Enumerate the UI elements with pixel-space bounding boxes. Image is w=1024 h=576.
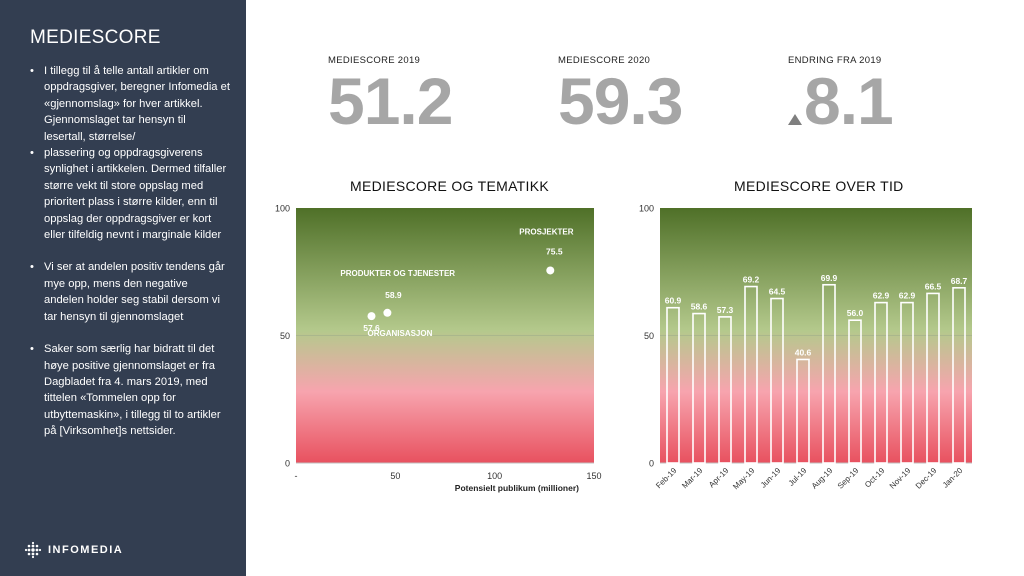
y-tick-label: 50 [280,331,290,341]
y-tick-label: 0 [649,459,654,469]
kpi-value-row: 8.1 [788,64,894,138]
kpi-endring: ENDRING FRA 2019 8.1 [788,55,894,138]
kpi-value: 51.2 [328,64,453,138]
scatter-chart: 0 50 100 - 50 100 150 Potensielt publikum (mill… [275,204,602,494]
x-axis-label: Potensielt publikum (millioner) [455,483,579,493]
x-tick-label: Feb-19 [654,466,679,491]
x-tick-label: 100 [487,471,502,481]
bar [822,283,836,464]
data-label: 69.9 [821,273,838,283]
kpi-mediescore-2020: MEDIESCORE 2020 59.3 [558,55,683,138]
bullet-item: I tillegg til å telle antall artikler om… [30,63,230,145]
data-point [383,308,392,317]
x-tick-label: Jul-19 [787,466,809,488]
bar [926,292,940,464]
y-tick-label: 100 [639,204,654,214]
sidebar: MEDIESCORE I tillegg til å telle antall … [0,0,246,576]
bar [796,358,810,464]
x-tick-label: Nov-19 [888,466,913,491]
bar-chart-title: MEDIESCORE OVER TID [734,178,904,194]
data-label: 62.9 [899,291,916,301]
x-tick-label: Dec-19 [914,466,939,491]
data-label: 60.9 [665,296,682,306]
data-label: 66.5 [925,281,942,291]
data-point [546,266,555,275]
x-tick-label: Sep-19 [836,466,861,491]
triangle-up-icon [788,113,802,125]
data-label: 56.0 [847,308,864,318]
kpi-label: MEDIESCORE 2019 [328,55,421,66]
data-label: 69.2 [743,275,760,285]
data-label: 75.5 [546,246,563,256]
bar [900,301,914,464]
point-name-label: PROSJEKTER [519,227,573,236]
logo-text: INFOMEDIA [48,544,124,556]
bar [848,319,862,464]
bar [744,285,758,464]
data-label: 64.5 [769,287,786,297]
bullet-item: plassering og oppdragsgiverens synlighet… [30,145,230,243]
bar [666,306,680,464]
infomedia-logo: INFOMEDIA [24,541,123,559]
y-tick-label: 50 [644,331,654,341]
bar-chart: 0 50 100 60.9 Feb-19 58.6 Mar-19 57.3 Apr-19 69.2… [639,204,972,492]
x-tick-label: Oct-19 [863,466,887,490]
bullet-list: I tillegg til å telle antall artikler om… [30,63,230,440]
bar [770,297,784,464]
data-point [367,312,376,321]
kpi-mediescore-2019: MEDIESCORE 2019 51.2 [328,55,453,138]
x-tick-label: 150 [586,471,601,481]
bar [952,287,966,464]
bar [692,312,706,464]
bar [874,301,888,464]
x-tick-label: - [295,471,298,481]
bar [718,316,732,464]
point-name-label: PRODUKTER OG TJENESTER [340,269,455,278]
y-tick-label: 0 [285,459,290,469]
bullet-item: Saker som særlig har bidratt til det høy… [30,341,230,439]
x-tick-label: May-19 [731,466,757,492]
data-label: 58.9 [385,290,402,300]
x-tick-label: Jun-19 [759,466,783,490]
kpi-label: ENDRING FRA 2019 [788,55,882,66]
data-label: 68.7 [951,276,968,286]
infomedia-logo-icon [24,541,42,559]
x-tick-label: 50 [390,471,400,481]
point-name-label: ORGANISASJON [367,329,432,338]
data-label: 40.6 [795,347,812,357]
data-label: 57.6 [363,323,380,333]
x-tick-label: Aug-19 [810,466,835,491]
y-tick-label: 100 [275,204,290,214]
data-label: 57.3 [717,305,734,315]
kpi-value: 8.1 [804,64,894,138]
x-tick-label: Mar-19 [680,466,705,491]
kpi-label: MEDIESCORE 2020 [558,55,651,66]
data-label: 62.9 [873,291,890,301]
x-tick-label: Apr-19 [707,466,731,490]
kpi-value: 59.3 [558,64,683,138]
sidebar-title: MEDIESCORE [30,27,161,48]
bullet-item: Vi ser at andelen positiv tendens går my… [30,259,230,325]
x-tick-label: Jan-20 [941,466,965,490]
scatter-chart-title: MEDIESCORE OG TEMATIKK [350,178,549,194]
data-label: 58.6 [691,302,708,312]
